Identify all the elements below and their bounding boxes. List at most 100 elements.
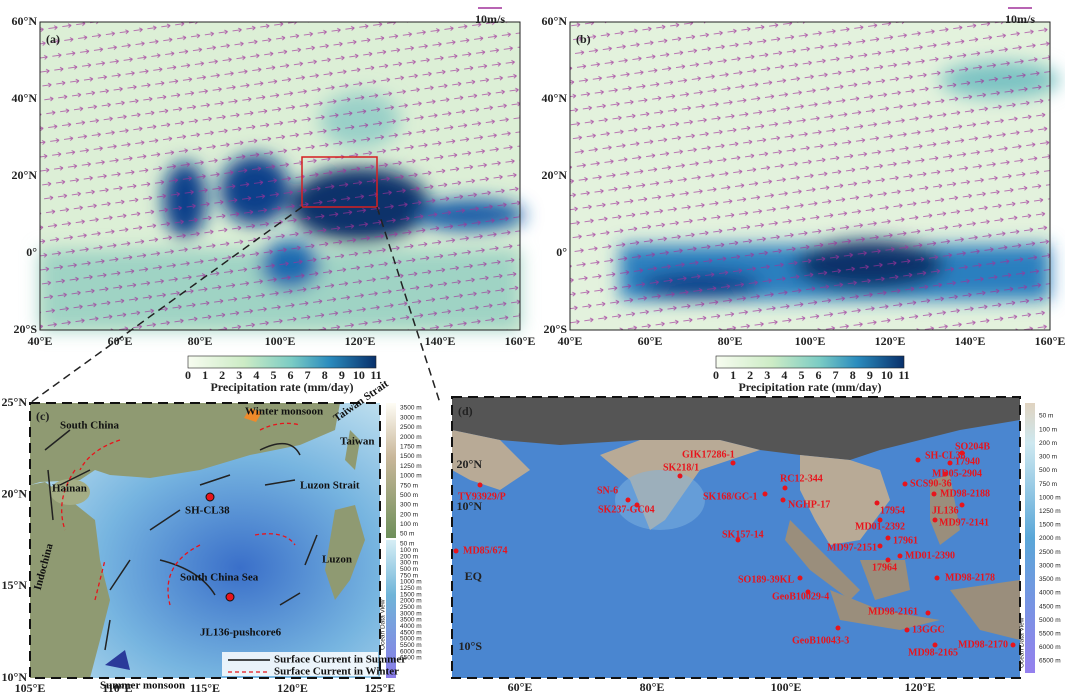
credit: Ocean Data View [1019, 617, 1026, 668]
depth-label: 3000 m [400, 610, 422, 617]
station-dot [874, 500, 880, 506]
station-label: SH-CL38 [185, 505, 230, 517]
colorbar-tick: 8 [850, 368, 856, 382]
station-dot [805, 589, 811, 595]
depth-label: 1250 m [1039, 508, 1061, 515]
depth-label: 1000 m [1039, 494, 1061, 501]
colorbar-tick: 9 [867, 368, 873, 382]
depth-label: 5000 m [1039, 617, 1061, 624]
lon-label: 100°E [771, 680, 802, 694]
depth-label: 2000 m [1039, 535, 1061, 542]
lon-label: 80°E [718, 334, 743, 348]
depth-label: 50 m [400, 541, 414, 548]
station-label: GeoB10043-3 [792, 635, 849, 646]
station-label: GeoB10029-4 [772, 591, 829, 602]
depth-label: 2500 m [1039, 549, 1061, 556]
lon-label: 105°E [15, 681, 46, 695]
zoom-line [29, 206, 303, 404]
place-label: Luzon Strait [300, 480, 360, 492]
station-dot [762, 491, 768, 497]
depth-label: 1250 m [400, 585, 422, 592]
station-dot [934, 575, 940, 581]
lat-label: 15°N [2, 578, 28, 592]
station-label: MD98-2170 [958, 639, 1008, 650]
lon-label: 120°E [345, 334, 376, 348]
depth-label: 300 m [1039, 454, 1057, 461]
station-label: SO204B [955, 441, 990, 452]
station-dot [780, 497, 786, 503]
station-label: MD01-2392 [855, 521, 905, 532]
station-label: SK237-GC04 [598, 504, 655, 515]
station-label: JL136-pushcore6 [200, 627, 282, 639]
station-label: 17940 [955, 456, 980, 467]
depth-label: 500 m [1039, 467, 1057, 474]
depth-label: 1000 m [400, 473, 422, 480]
legend-label: Surface Current in Summer [274, 654, 406, 666]
station-label: MD98-2188 [940, 488, 990, 499]
depth-label: 200 m [400, 511, 418, 518]
colorbar-tick: 3 [236, 368, 242, 382]
lon-label: 125°E [365, 681, 396, 695]
colorbar-tick: 9 [339, 368, 345, 382]
station-label: MD97-2151 [827, 542, 877, 553]
depth-label: 50 m [400, 531, 414, 538]
lon-label: 100°E [265, 334, 296, 348]
colorbar-tick: 11 [898, 368, 909, 382]
station-label: TY93929/P [458, 491, 506, 502]
lon-label: 120°E [905, 680, 936, 694]
depth-label: 5000 m [400, 636, 422, 643]
station-dot [782, 485, 788, 491]
colorbar-tick: 1 [730, 368, 736, 382]
depth-label: 3500 m [400, 617, 422, 624]
lat-label: 20°N [457, 457, 483, 471]
depth-label: 4500 m [400, 629, 422, 636]
colorbar-tick: 10 [353, 368, 365, 382]
depth-label: 200 m [1039, 440, 1057, 447]
station-label: MD97-2141 [939, 517, 989, 528]
place-label: South China Sea [180, 572, 259, 584]
station-label: MD05-2904 [932, 468, 982, 479]
station-dot [932, 642, 938, 648]
station-label: MD98-2165 [908, 647, 958, 658]
station-dot [902, 481, 908, 487]
lat-label: 25°N [2, 395, 28, 409]
colorbar-tick: 0 [713, 368, 719, 382]
station-dot [453, 548, 459, 554]
lat-label: 10°N [457, 499, 483, 513]
depth-label: 1250 m [400, 463, 422, 470]
place-label: Summer monsoon [100, 680, 185, 692]
panel-label: (a) [46, 32, 60, 46]
depth-label: 5500 m [1039, 630, 1061, 637]
panel-label: (c) [36, 409, 49, 423]
panel-b-map [569, 21, 1060, 331]
colorbar-tick: 2 [747, 368, 753, 382]
depth-label: 300 m [400, 560, 418, 567]
lat-label: 0° [26, 245, 37, 259]
colorbar-tick: 7 [305, 368, 311, 382]
station-label: 17954 [880, 505, 905, 516]
station-dot [932, 517, 938, 523]
lon-label: 80°E [640, 680, 665, 694]
lat-label: 20°N [2, 486, 28, 500]
colorbar-tick: 2 [219, 368, 225, 382]
colorbar-title: Precipitation rate (mm/day) [210, 380, 353, 394]
station-dot [625, 497, 631, 503]
colorbar-tick: 11 [370, 368, 381, 382]
station-label: GIK17286-1 [682, 449, 735, 460]
depth-label: 1500 m [400, 591, 422, 598]
legend-label: Surface Current in Winter [274, 666, 399, 678]
depth-label: 5500 m [400, 642, 422, 649]
credit: Ocean Data View [380, 599, 387, 650]
place-label: Taiwan [340, 436, 374, 448]
station-dot [885, 535, 891, 541]
lon-label: 40°E [28, 334, 53, 348]
depth-label: 300 m [400, 502, 418, 509]
station-label: RC12-344 [780, 473, 823, 484]
station-label: 17964 [872, 562, 897, 573]
lat-label: 20°N [542, 168, 568, 182]
lon-label: 115°E [190, 681, 220, 695]
depth-label: 3500 m [1039, 576, 1061, 583]
station-dot [835, 625, 841, 631]
station-dot [634, 502, 640, 508]
